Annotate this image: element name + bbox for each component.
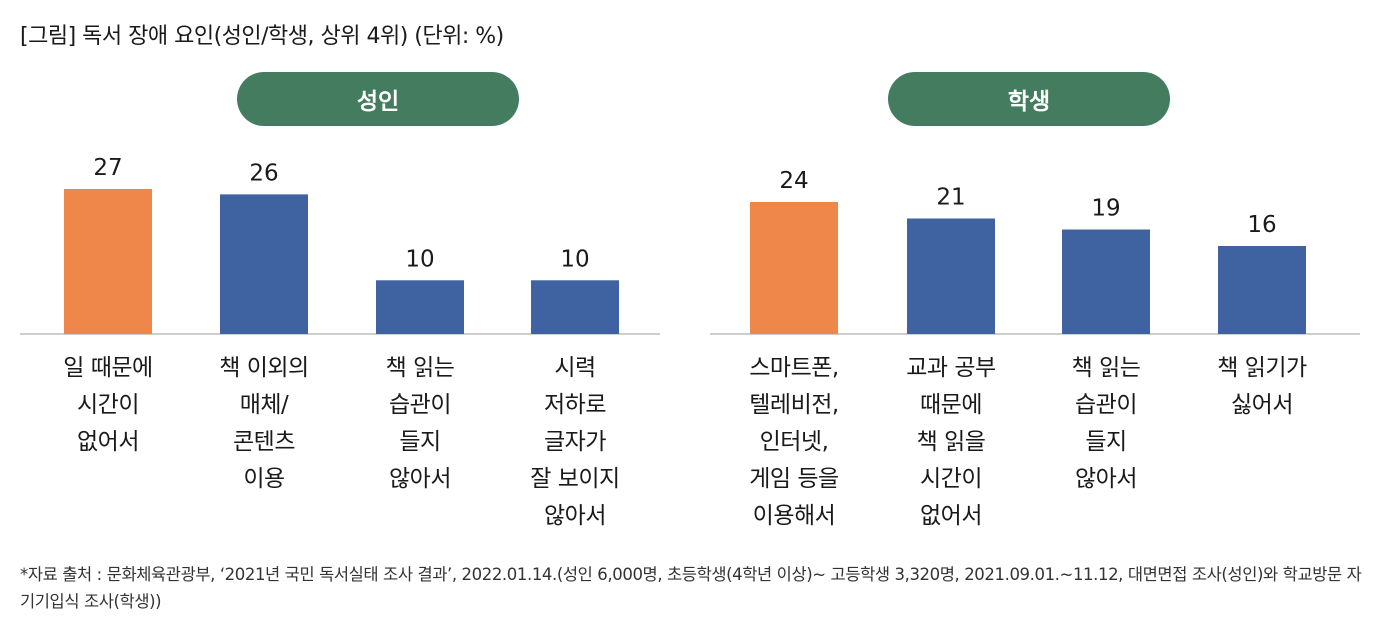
bar-4 (1218, 246, 1306, 334)
category-label: 일 때문에 시간이 없어서 (63, 355, 153, 455)
category-label: 교과 공부 때문에 책 읽을 시간이 없어서 (906, 355, 996, 529)
bar-3 (376, 280, 464, 334)
figure-title: [그림] 독서 장애 요인(성인/학생, 상위 4위) (단위: %) (20, 24, 504, 49)
category-label: 시력 저하로 글자가 잘 보이지 않아서 (530, 355, 620, 529)
bar-value-label: 26 (249, 160, 278, 186)
category-label: 책 읽기가 싫어서 (1217, 355, 1307, 418)
bar-value-label: 16 (1247, 212, 1276, 238)
bar-2 (220, 194, 308, 334)
student-chart-title: 학생 (888, 72, 1170, 126)
bar-value-label: 21 (936, 185, 965, 211)
category-label: 스마트폰, 텔레비전, 인터넷, 게임 등을 이용해서 (749, 355, 839, 529)
adult-bar-chart: 27 26 10 10 (20, 155, 660, 335)
bar-2 (907, 218, 995, 334)
category-label: 책 이외의 매체/ 콘텐츠 이용 (219, 355, 309, 492)
adult-chart-panel: 성인 27 26 10 10 일 때문에 시간이 없어서 책 이외의 매체/ 콘텐츠 이… (20, 0, 660, 545)
source-footnote: *자료 출처 : 문화체육관광부, ‘2021년 국민 독서실태 조사 결과’,… (20, 565, 1362, 611)
bar-value-label: 10 (405, 246, 434, 272)
bar-1 (64, 189, 152, 334)
bar-value-label: 10 (560, 246, 589, 272)
bar-4 (531, 280, 619, 334)
category-label: 책 읽는 습관이 들지 않아서 (1071, 355, 1141, 492)
student-chart-panel: 학생 24 21 19 16 스마트폰, 텔레비전, 인터넷, 게임 등을 이용해서 교… (710, 0, 1360, 545)
bar-value-label: 27 (93, 155, 122, 181)
bar-value-label: 24 (779, 168, 808, 194)
bar-3 (1062, 229, 1150, 334)
bar-1 (750, 202, 838, 334)
student-bar-chart: 24 21 19 16 (710, 168, 1360, 335)
adult-chart-title: 성인 (237, 72, 519, 126)
category-label: 책 읽는 습관이 들지 않아서 (385, 355, 455, 492)
bar-value-label: 19 (1091, 196, 1120, 222)
